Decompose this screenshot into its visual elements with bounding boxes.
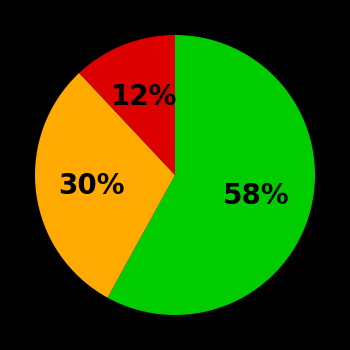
Wedge shape — [107, 35, 315, 315]
Text: 12%: 12% — [111, 83, 177, 111]
Text: 58%: 58% — [223, 182, 290, 210]
Wedge shape — [79, 35, 175, 175]
Text: 30%: 30% — [58, 172, 125, 200]
Wedge shape — [35, 73, 175, 298]
